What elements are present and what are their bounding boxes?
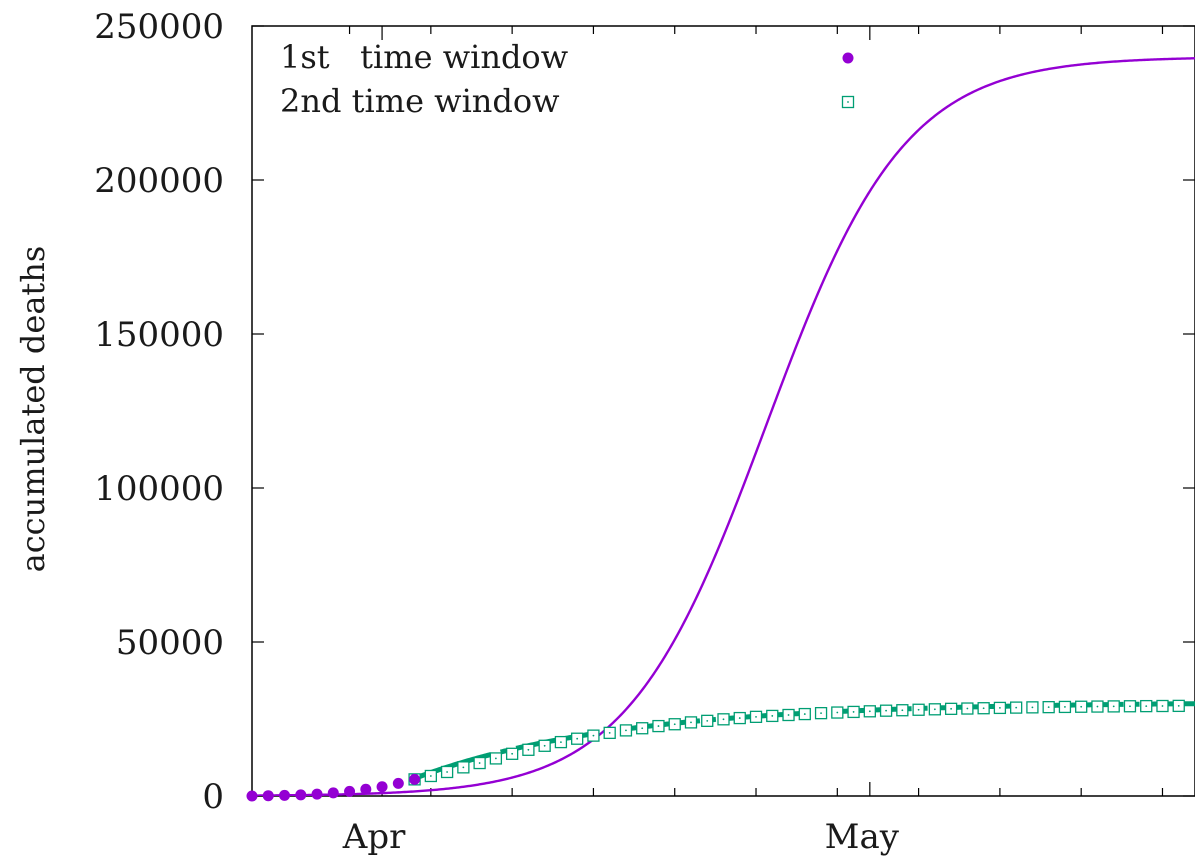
- data-point-second-window-dot: [706, 719, 709, 722]
- y-tick-label: 50000: [116, 623, 224, 663]
- y-tick-label: 0: [202, 777, 224, 817]
- data-point-second-window-dot: [641, 727, 644, 730]
- data-point-first-window: [311, 788, 323, 800]
- data-point-second-window-dot: [625, 729, 627, 732]
- data-point-second-window-dot: [1145, 705, 1148, 708]
- data-point-second-window-dot: [494, 757, 497, 760]
- data-point-second-window-dot: [868, 710, 871, 713]
- data-point-second-window-dot: [690, 721, 692, 724]
- data-point-first-window: [246, 790, 258, 802]
- data-point-first-window: [327, 787, 339, 799]
- data-point-second-window-dot: [1047, 706, 1050, 709]
- data-point-second-window-dot: [527, 748, 530, 751]
- data-point-first-window: [279, 789, 291, 801]
- data-point-second-window-dot: [673, 723, 676, 726]
- data-point-second-window-dot: [917, 708, 920, 711]
- data-point-second-window-dot: [511, 752, 514, 755]
- data-point-second-window-dot: [803, 713, 806, 715]
- data-point-second-window-dot: [787, 714, 790, 716]
- data-point-second-window-dot: [429, 775, 432, 777]
- data-point-second-window-dot: [446, 771, 449, 773]
- data-point-second-window-dot: [657, 725, 660, 727]
- y-tick-label: 150000: [94, 315, 224, 355]
- data-point-first-window: [295, 789, 307, 801]
- data-point-second-window-dot: [576, 737, 579, 740]
- data-point-first-window: [409, 773, 421, 785]
- data-point-first-window: [376, 781, 388, 793]
- x-axis: Apr May: [342, 26, 1164, 857]
- y-axis: 0 50000 100000 150000 200000 250000: [94, 7, 1195, 817]
- legend-marker-circle: [842, 52, 854, 64]
- legend: 1st time window 2nd time window: [280, 38, 855, 120]
- data-point-second-window-dot: [836, 711, 839, 714]
- data-point-second-window-dot: [478, 762, 481, 764]
- data-point-first-window: [360, 783, 372, 795]
- data-point-second-window-dot: [1177, 704, 1180, 707]
- data-point-second-window-dot: [1112, 705, 1115, 708]
- data-point-second-window-dot: [852, 711, 855, 713]
- data-point-first-window: [262, 790, 274, 802]
- data-point-second-window-dot: [998, 707, 1001, 709]
- data-point-second-window-dot: [1096, 705, 1099, 708]
- data-point-second-window-dot: [462, 766, 465, 769]
- data-point-second-window-dot: [966, 707, 969, 710]
- data-point-second-window-dot: [1161, 705, 1164, 707]
- y-tick-label: 100000: [94, 469, 224, 509]
- data-point-second-window-dot: [950, 707, 953, 710]
- data-point-second-window-dot: [755, 715, 757, 718]
- data-point-second-window-dot: [771, 715, 774, 717]
- x-tick-label: May: [825, 817, 900, 857]
- plot-frame: [251, 25, 1195, 797]
- legend-label: 2nd time window: [280, 82, 560, 120]
- y-tick-label: 250000: [94, 7, 224, 47]
- data-point-second-window-dot: [543, 744, 546, 747]
- data-point-second-window-dot: [1031, 706, 1034, 709]
- plot-border: [251, 25, 1195, 797]
- data-point-second-window-dot: [1080, 705, 1083, 708]
- legend-marker-square-dot: [847, 101, 849, 103]
- data-point-second-window-dot: [820, 712, 822, 715]
- data-point-second-window-dot: [722, 718, 725, 721]
- data-point-first-window: [344, 785, 356, 797]
- data-point-second-window-dot: [982, 707, 985, 710]
- data-point-second-window-dot: [901, 709, 904, 712]
- data-point-second-window-dot: [608, 731, 611, 734]
- fit-line-first-window: [252, 57, 1195, 796]
- data-point-second-window-dot: [1015, 706, 1018, 709]
- data-point-first-window: [392, 777, 404, 789]
- y-axis-title: accumulated deaths: [14, 246, 52, 573]
- data-point-second-window-dot: [1064, 706, 1066, 708]
- data-point-second-window-dot: [738, 717, 741, 719]
- data-point-second-window-dot: [560, 741, 562, 743]
- x-tick-label: Apr: [342, 817, 406, 857]
- series-layer: [246, 57, 1195, 802]
- data-point-second-window-dot: [1129, 705, 1131, 708]
- data-point-second-window-dot: [592, 734, 595, 737]
- y-tick-label: 200000: [94, 161, 224, 201]
- data-point-second-window-dot: [933, 708, 936, 711]
- legend-label: 1st time window: [280, 38, 568, 76]
- data-point-second-window-dot: [885, 709, 887, 712]
